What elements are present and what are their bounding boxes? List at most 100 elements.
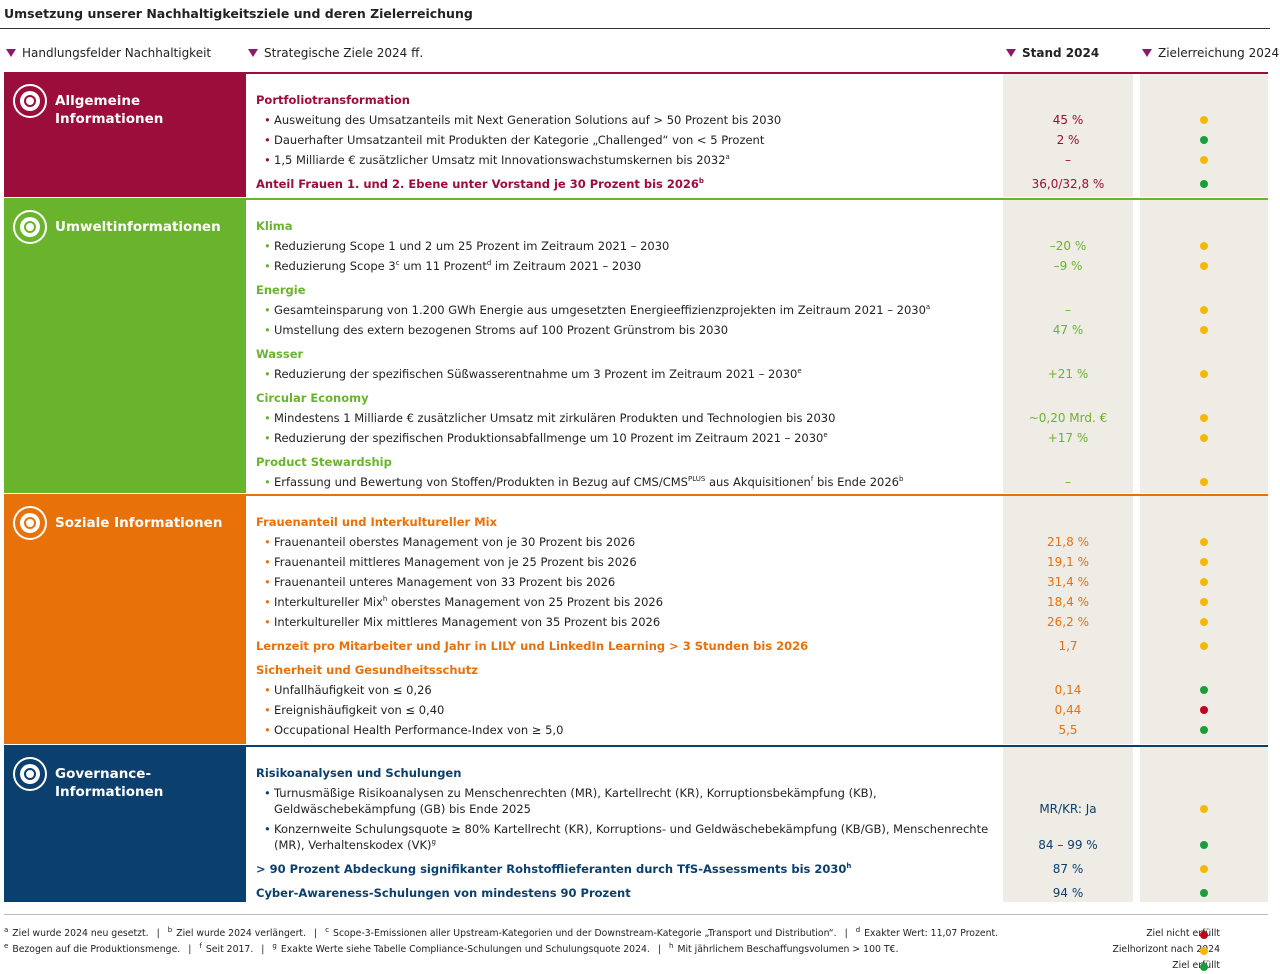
section-block: Governance- Informationen	[4, 747, 246, 902]
footnote-text: Exakter Wert: 11,07 Prozent.	[864, 928, 999, 939]
status-value: –20 %	[1049, 239, 1087, 253]
text-part: Occupational Health Performance-Index vo…	[274, 723, 564, 737]
separator: |	[188, 944, 192, 955]
status-dot	[1200, 306, 1208, 314]
status-dot	[1200, 538, 1208, 546]
status-dot	[1200, 116, 1208, 124]
text-part: Erfassung und Bewertung von Stoffen/Prod…	[274, 475, 688, 489]
legend-label: Ziel erfüllt	[1172, 960, 1220, 971]
row-text: > 90 Prozent Abdeckung signifikanter Roh…	[256, 861, 1003, 877]
text-part: Wasser	[256, 347, 304, 361]
goal-row: Reduzierung Scope 3c um 11 Prozentd im Z…	[256, 256, 1268, 276]
status-dot	[1200, 558, 1208, 566]
goal-row: Reduzierung Scope 1 und 2 um 25 Prozent …	[256, 236, 1268, 256]
row-text: Frauenanteil mittleres Management von je…	[256, 554, 1003, 570]
text-part: Sicherheit und Gesundheitsschutz	[256, 663, 478, 677]
status-value: –	[1065, 153, 1071, 167]
section: Umweltinformationen Klima Reduzierung Scop…	[4, 198, 1268, 493]
column-header: Stand 2024	[1006, 46, 1099, 60]
row-text: Interkultureller Mix mittleres Managemen…	[256, 614, 1003, 630]
status-value: ~0,20 Mrd. €	[1028, 411, 1108, 425]
status-dot	[1200, 686, 1208, 694]
status-dot	[1200, 242, 1208, 250]
status-value: 0,14	[1054, 683, 1082, 697]
row-text: Unfallhäufigkeit von ≤ 0,26	[256, 682, 1003, 698]
status-dot	[1200, 414, 1208, 422]
section-name-line: Informationen	[55, 784, 164, 800]
status-dot	[1200, 726, 1208, 734]
section: Governance- Informationen Risikoanalysen u…	[4, 745, 1268, 902]
footnote-ref: b	[698, 177, 704, 186]
row-text: Frauenanteil oberstes Management von je …	[256, 534, 1003, 550]
footnote-mark: h	[669, 941, 674, 950]
status-value: 36,0/32,8 %	[1031, 177, 1105, 191]
status-value: –	[1065, 475, 1071, 489]
rows: Portfoliotransformation Ausweitung des Um…	[256, 86, 1268, 194]
status-dot	[1200, 642, 1208, 650]
column-header: Strategische Ziele 2024 ff.	[248, 46, 423, 60]
section-block: Soziale Informationen	[4, 496, 246, 744]
status-value: MR/KR: Ja	[1039, 802, 1097, 816]
row-text: Portfoliotransformation	[256, 92, 1003, 108]
separator: |	[657, 944, 661, 955]
status-dot	[1200, 618, 1208, 626]
text-part: Portfoliotransformation	[256, 93, 410, 107]
section-icon	[13, 506, 47, 540]
footnote-ref: g	[431, 838, 436, 847]
group-heading: Sicherheit und Gesundheitsschutz	[256, 656, 1268, 680]
text-part: um 11 Prozent	[399, 259, 487, 273]
text-part: Lernzeit pro Mitarbeiter und Jahr in LIL…	[256, 639, 809, 653]
row-text: Occupational Health Performance-Index vo…	[256, 722, 1003, 738]
rows: Risikoanalysen und Schulungen Turnusmäßig…	[256, 759, 1268, 903]
status-value: 47 %	[1052, 323, 1084, 337]
footnote-line: e Bezogen auf die Produktionsmenge. | f Seit…	[4, 941, 898, 955]
goal-row: Frauenanteil unteres Management von 33 P…	[256, 572, 1268, 592]
text-part: bis Ende 2026	[813, 475, 899, 489]
text-part: Mindestens 1 Milliarde € zusätzlicher Um…	[274, 411, 836, 425]
section-block: Allgemeine Informationen	[4, 74, 246, 197]
group-heading: Wasser	[256, 340, 1268, 364]
legend-label: Ziel nicht erfüllt	[1146, 928, 1220, 939]
separator: |	[261, 944, 265, 955]
row-text: Konzernweite Schulungsquote ≥ 80% Kartel…	[256, 821, 1003, 853]
status-column	[1003, 200, 1133, 493]
section: Allgemeine Informationen Portfoliotransfor…	[4, 72, 1268, 197]
goal-row: Konzernweite Schulungsquote ≥ 80% Kartel…	[256, 819, 1268, 855]
icon-wrap	[12, 209, 48, 249]
section-name: Umweltinformationen	[55, 218, 221, 236]
status-value: –9 %	[1053, 259, 1083, 273]
status-value: 2 %	[1056, 133, 1080, 147]
section-icon	[13, 210, 47, 244]
rows: Klima Reduzierung Scope 1 und 2 um 25 Pro…	[256, 212, 1268, 492]
text-part: Reduzierung der spezifischen Süßwasseren…	[274, 367, 798, 381]
text-part: Ausweitung des Umsatzanteils mit Next Ge…	[274, 113, 782, 127]
text-part: Klima	[256, 219, 293, 233]
row-text: Energie	[256, 282, 1003, 298]
text-part: Interkultureller Mix	[274, 595, 383, 609]
text-part: Anteil Frauen 1. und 2. Ebene unter Vors…	[256, 177, 699, 191]
goal-row: Mindestens 1 Milliarde € zusätzlicher Um…	[256, 408, 1268, 428]
footnote-ref: f	[810, 475, 814, 484]
target-column	[1140, 747, 1268, 902]
footnote-ref: h	[382, 595, 388, 604]
status-value: –	[1065, 303, 1071, 317]
group-heading: Frauenanteil und Interkultureller Mix	[256, 508, 1268, 532]
row-text: Sicherheit und Gesundheitsschutz	[256, 662, 1003, 678]
status-value: 1,7	[1058, 639, 1078, 653]
target-row: Lernzeit pro Mitarbeiter und Jahr in LIL…	[256, 632, 1268, 656]
target-column	[1140, 74, 1268, 197]
footnote-line: a Ziel wurde 2024 neu gesetzt. | b Ziel wurd…	[4, 925, 999, 939]
goal-row: Occupational Health Performance-Index vo…	[256, 720, 1268, 740]
text-part: Reduzierung Scope 3	[274, 259, 396, 273]
title-rule	[0, 28, 1270, 29]
section-icon	[13, 84, 47, 118]
status-value: +17 %	[1047, 431, 1089, 445]
goal-row: Gesamteinsparung von 1.200 GWh Energie a…	[256, 300, 1268, 320]
footnote-ref: h	[846, 862, 852, 871]
status-value: 0,44	[1054, 703, 1082, 717]
section-name: Allgemeine Informationen	[55, 92, 163, 128]
footnote-mark: b	[167, 925, 173, 934]
row-text: Frauenanteil und Interkultureller Mix	[256, 514, 1003, 530]
section-name: Soziale Informationen	[55, 514, 222, 532]
